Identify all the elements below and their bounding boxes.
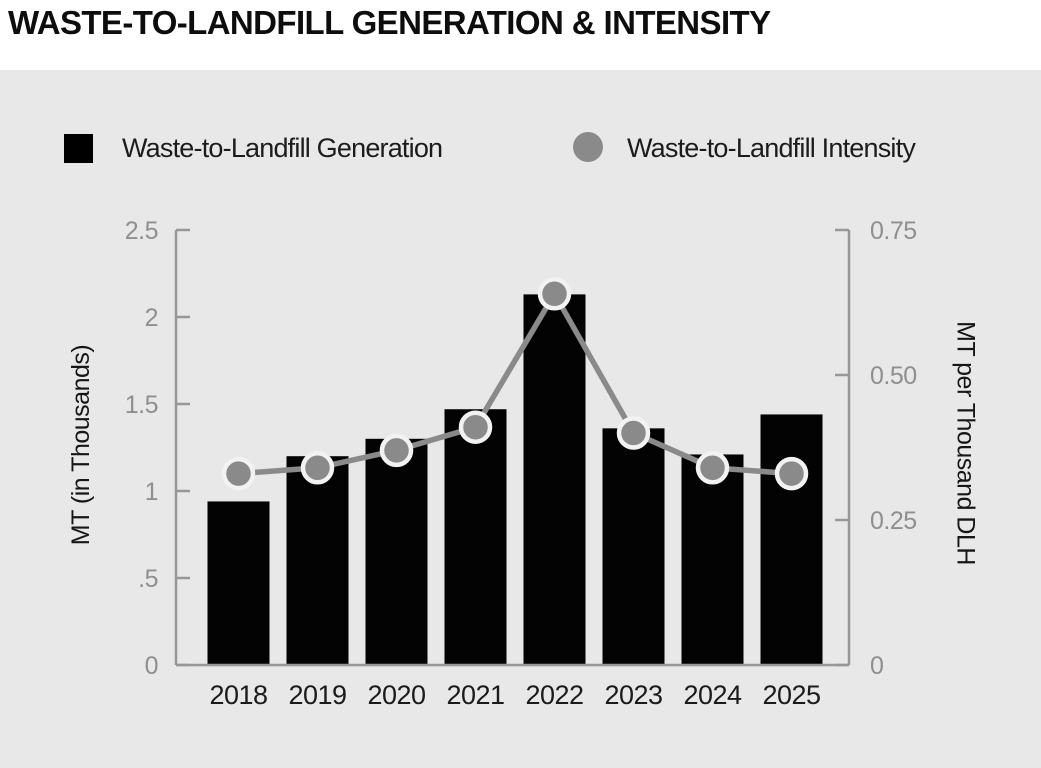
right-axis-tick-label-0: 0 (870, 652, 883, 680)
x-axis-label-2024: 2024 (683, 680, 742, 710)
legend-label-intensity: Waste-to-Landfill Intensity (627, 133, 916, 163)
right-axis-tick-label-0.50: 0.50 (870, 362, 917, 390)
generation-bar-2022 (523, 294, 586, 665)
left-axis-tick-label-2.5: 2.5 (125, 217, 158, 245)
intensity-marker-2019 (300, 451, 335, 485)
generation-bar-2023 (602, 428, 665, 665)
dual-axis-bar-line-chart: 0 .5 1 1.5 2 2.5 0 0.25 0.50 0.75 2018 2019 2020 2021… (67, 217, 980, 710)
generation-bar-2021 (444, 409, 507, 665)
left-axis-tick-label-1.5: 1.5 (125, 391, 158, 419)
left-axis-title: MT (in Thousands) (67, 345, 95, 545)
intensity-marker-2025 (774, 456, 809, 491)
intensity-marker-2024 (695, 451, 730, 485)
x-axis-label-2018: 2018 (209, 680, 267, 710)
generation-bar-2018 (207, 501, 270, 665)
page-title: WASTE-TO-LANDFILL GENERATION & INTENSITY (8, 4, 771, 41)
x-axis-label-2021: 2021 (446, 680, 504, 710)
intensity-marker-2022 (537, 277, 572, 311)
generation-bar-2020 (365, 438, 428, 665)
intensity-line (238, 291, 792, 477)
x-axis-label-2023: 2023 (604, 680, 662, 710)
x-axis-label-2020: 2020 (367, 680, 425, 710)
x-axis-label-2019: 2019 (288, 680, 346, 710)
intensity-marker-2018 (221, 456, 256, 491)
intensity-marker-2021 (458, 410, 493, 444)
right-axis-tick-label-0.25: 0.25 (870, 507, 917, 535)
legend-intensity-swatch-icon (573, 132, 603, 162)
left-axis-tick-label-1: 1 (145, 478, 158, 506)
x-axis-label-2022: 2022 (525, 680, 583, 710)
left-axis-tick-label-0: 0 (145, 652, 158, 680)
generation-bar-2019 (286, 456, 349, 665)
left-axis-tick-label-2: 2 (145, 304, 158, 332)
generation-bar-2024 (681, 454, 744, 665)
generation-bar-2025 (760, 414, 823, 665)
legend-label-generation: Waste-to-Landfill Generation (122, 133, 443, 163)
right-axis-tick-label-0.75: 0.75 (870, 217, 917, 245)
intensity-marker-2020 (379, 433, 414, 468)
right-axis-title: MT per Thousand DLH (951, 321, 979, 565)
legend-generation-swatch-icon (64, 134, 93, 163)
chart-panel: Waste-to-Landfill Generation Waste-to-La… (0, 70, 1041, 768)
intensity-marker-2023 (616, 416, 651, 450)
x-axis-label-2025: 2025 (762, 680, 820, 710)
left-axis-tick-label-.5: .5 (138, 565, 158, 593)
